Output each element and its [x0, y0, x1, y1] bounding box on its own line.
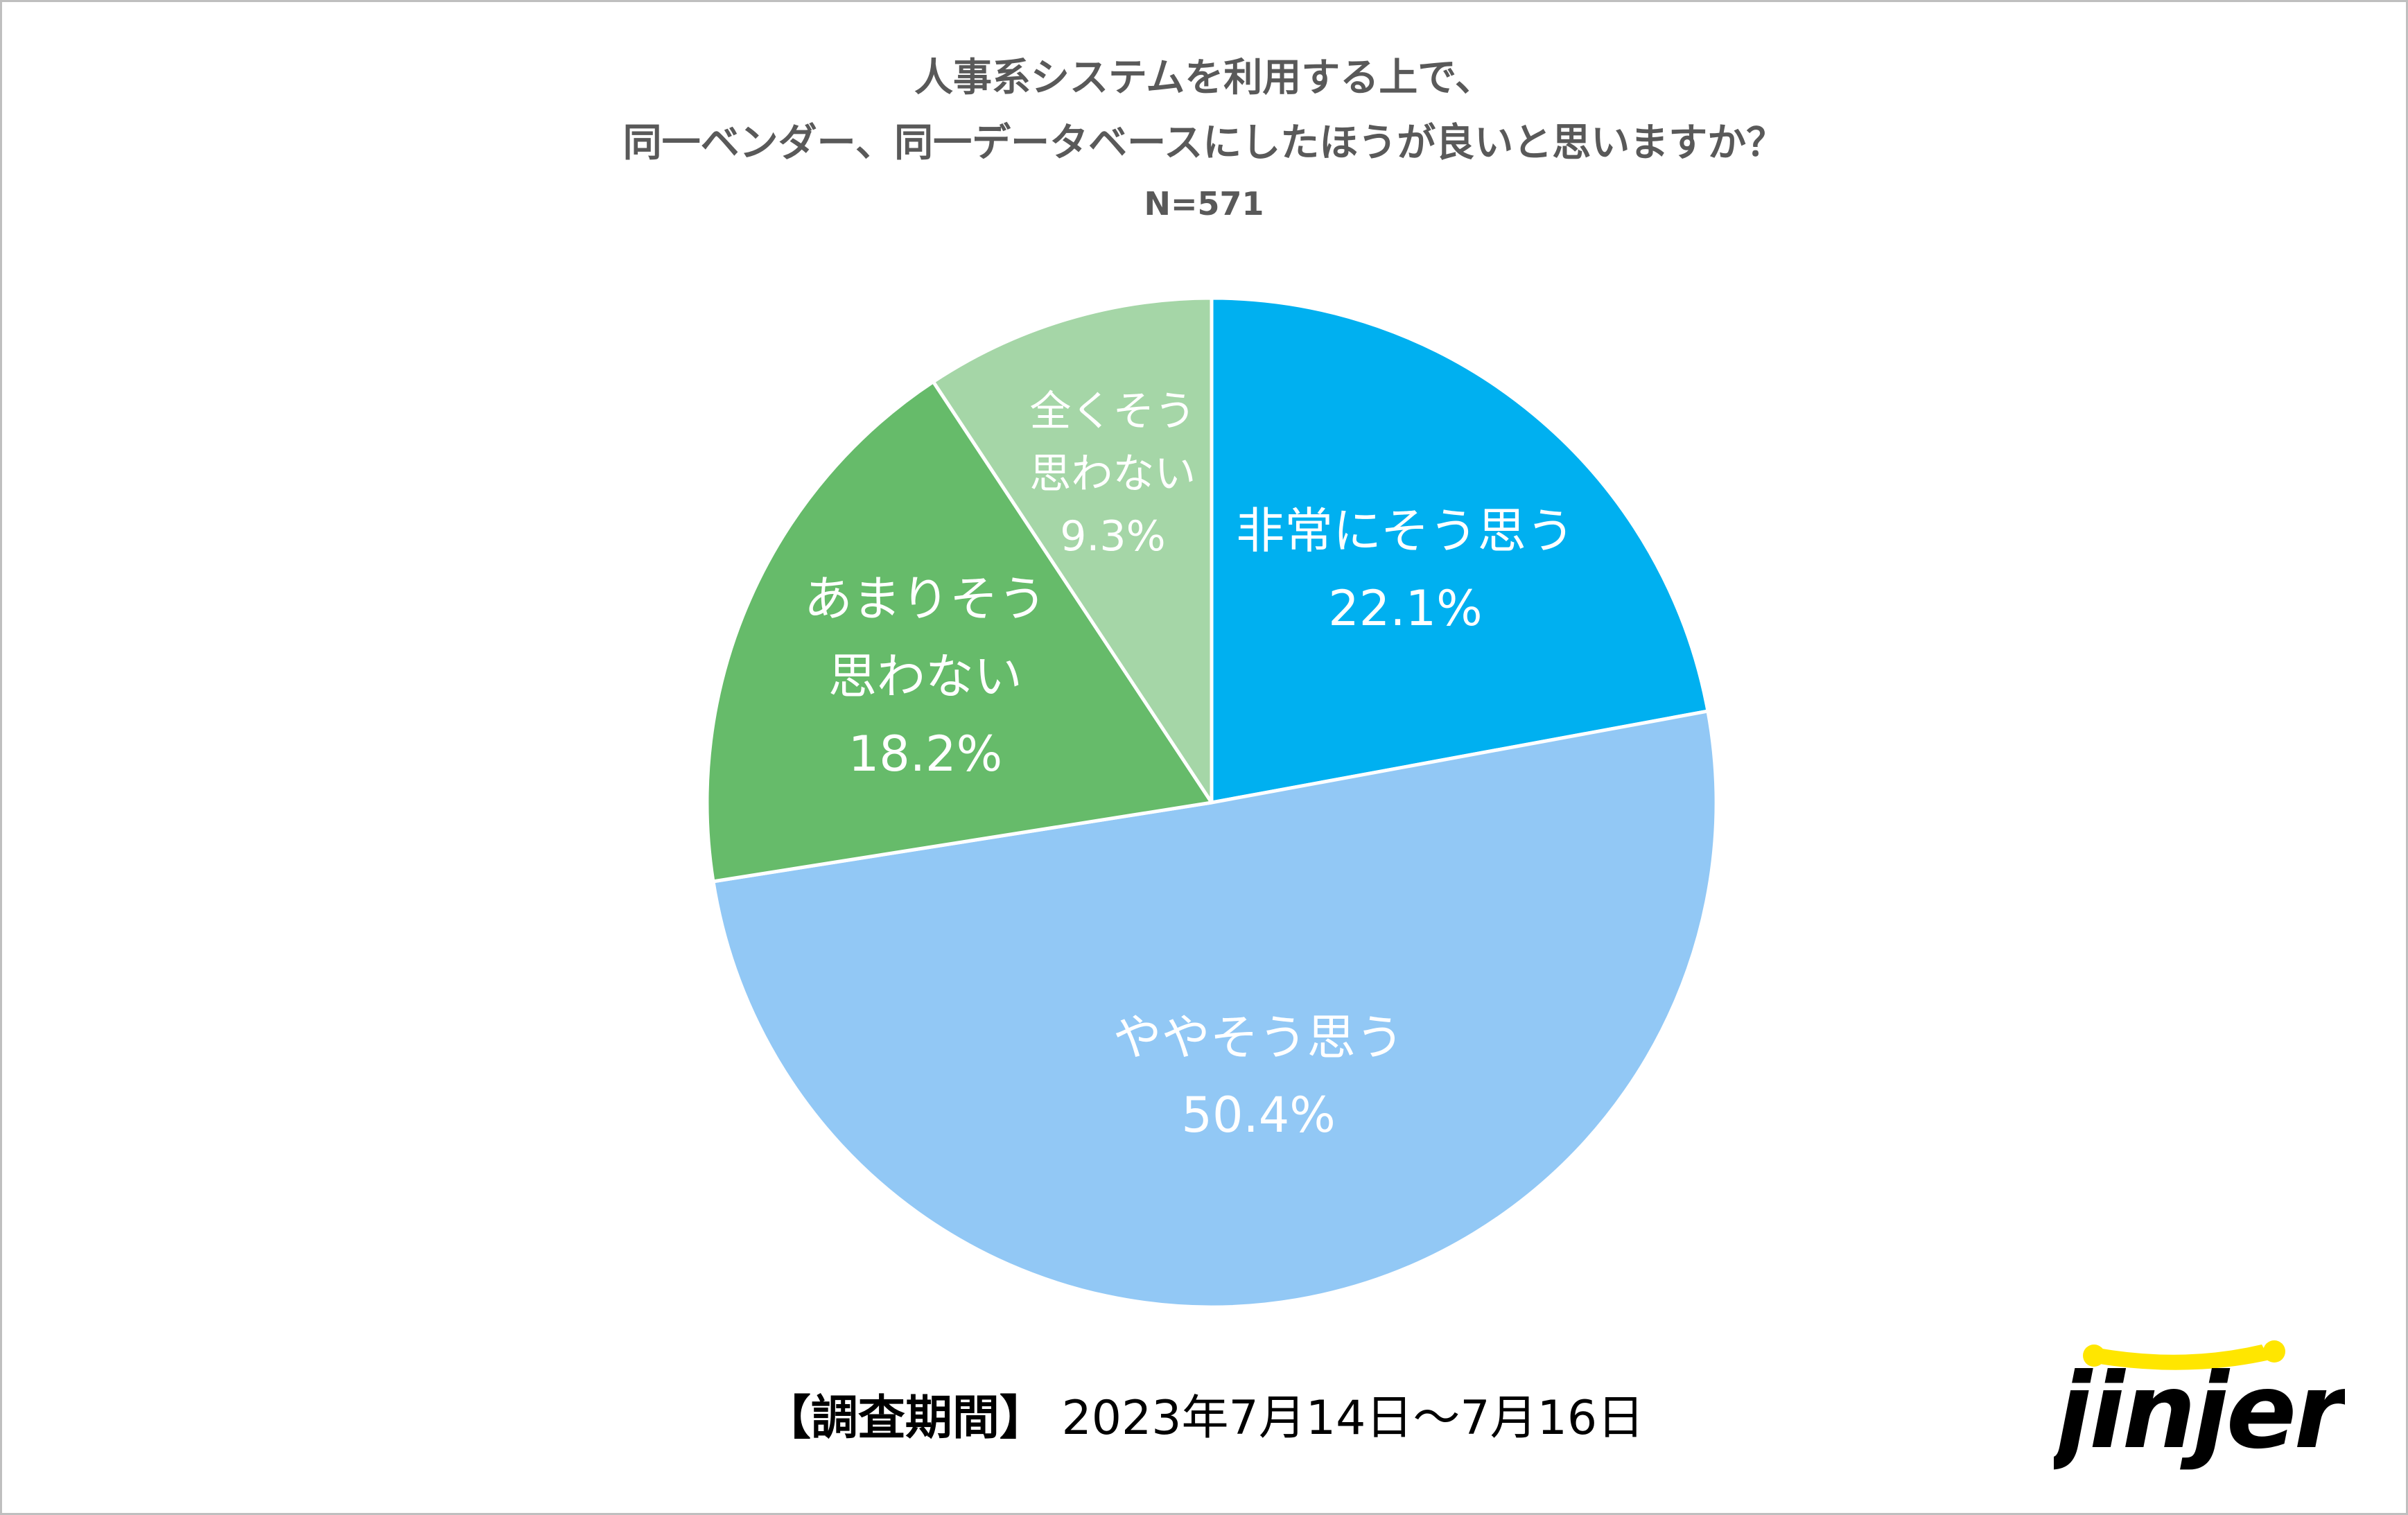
slice-category-label: 思わない — [1029, 449, 1196, 498]
pie-slice — [931, 296, 1214, 805]
slice-value-label: 50.4% — [1181, 1086, 1336, 1144]
slice-category-label: あまりそう — [803, 570, 1047, 628]
pie-slice — [705, 380, 1214, 884]
slice-category-label: 非常にそう思う — [1236, 502, 1575, 560]
slice-category-label: 思わない — [828, 648, 1022, 706]
logo-wordmark: jinjer — [2054, 1351, 2345, 1472]
survey-period-value: 2023年7月14日～7月16日 — [1061, 1391, 1645, 1446]
chart-title-line-1: 人事系システムを利用する上で、 — [914, 55, 1494, 100]
slice-category-label: ややそう思う — [1113, 1008, 1404, 1066]
slice-label: あまりそう思わない 18.2% — [804, 560, 1047, 793]
slice-label: ややそう思う 50.4% — [1113, 999, 1404, 1154]
survey-period-label: 【調査期間】 — [763, 1391, 1047, 1446]
sample-size: N=571 — [1144, 185, 1264, 222]
pie-slice — [711, 709, 1718, 1309]
slice-label: 全くそう思わない 9.3% — [1029, 380, 1196, 568]
chart-title-line-2: 同一ベンダー、同一データベースにしたほうが良いと思いますか？ — [622, 121, 1786, 166]
slice-category-label: 全くそう — [1029, 387, 1196, 436]
slice-value-label: 22.1% — [1328, 580, 1483, 638]
jinjer-logo: jinjer — [2054, 1340, 2345, 1472]
logo-accent-mark — [2100, 1345, 2270, 1370]
slice-label: 非常にそう思う 22.1% — [1236, 492, 1575, 647]
survey-period: 【調査期間】 2023年7月14日～7月16日 — [2, 1395, 2406, 1442]
pie-slice — [1210, 296, 1710, 805]
slice-value-label: 18.2% — [848, 726, 1003, 783]
logo-accent-dot — [2083, 1345, 2105, 1367]
logo-accent-dot — [2263, 1340, 2285, 1363]
slice-value-label: 9.3% — [1060, 511, 1166, 561]
